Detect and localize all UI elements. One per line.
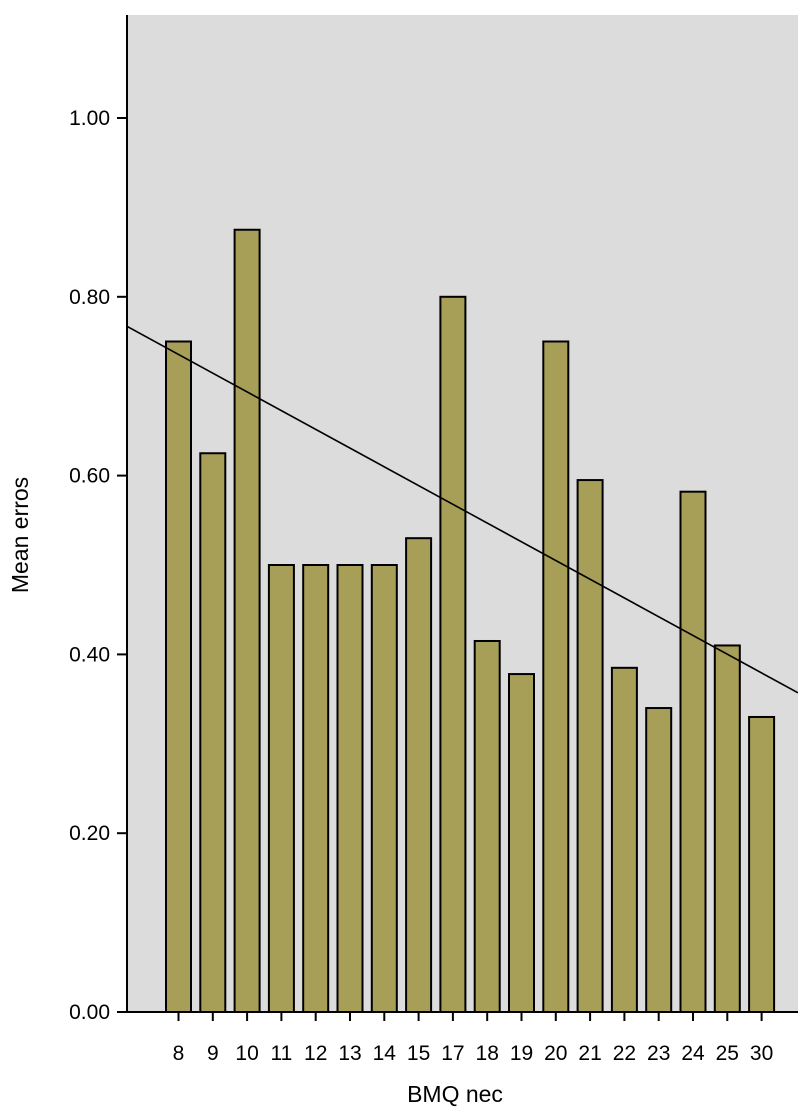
y-axis-title: Mean erros — [7, 477, 33, 593]
bar-22 — [610, 666, 638, 1013]
x-tick-label: 17 — [441, 1042, 464, 1065]
bar-13 — [336, 564, 364, 1013]
bar-11 — [267, 564, 295, 1013]
bar-19 — [508, 673, 535, 1013]
x-tick-label: 10 — [235, 1042, 258, 1065]
y-tick-label: 0.60 — [69, 465, 110, 488]
bar-14 — [370, 564, 398, 1013]
bar-17 — [439, 295, 467, 1013]
x-tick-label: 8 — [173, 1042, 185, 1065]
x-tick-label: 24 — [681, 1042, 705, 1065]
x-tick-label: 20 — [544, 1042, 567, 1065]
x-tick-label: 11 — [270, 1042, 292, 1065]
bar-20 — [542, 340, 570, 1013]
y-tick-label: 1.00 — [69, 107, 110, 130]
y-tick-label: 0.00 — [69, 1001, 110, 1024]
x-tick-label: 14 — [373, 1042, 397, 1065]
bar-15 — [405, 537, 433, 1013]
bar-30 — [748, 715, 776, 1013]
x-tick-label: 23 — [647, 1042, 670, 1065]
bar-23 — [645, 707, 673, 1013]
bar-12 — [302, 564, 330, 1013]
y-tick-label: 0.80 — [69, 286, 110, 309]
bar-25 — [713, 644, 741, 1014]
bars — [165, 228, 776, 1014]
bar-10 — [233, 228, 261, 1013]
x-tick-label: 25 — [716, 1042, 739, 1065]
y-axis-ticks: 0.00 0.20 0.40 0.60 0.80 1.00 — [69, 107, 127, 1024]
x-axis-ticks: 8 9 10 11 12 13 14 15 17 18 19 20 21 22 23 24 25 30 — [173, 1012, 773, 1065]
x-axis-title: BMQ nec — [407, 1081, 503, 1107]
y-tick-label: 0.20 — [69, 822, 110, 845]
x-tick-label: 18 — [476, 1042, 499, 1065]
x-tick-label: 22 — [613, 1042, 636, 1065]
bar-21 — [576, 479, 604, 1013]
bar-24 — [679, 490, 707, 1013]
y-tick-label: 0.40 — [69, 643, 110, 666]
x-tick-label: 21 — [578, 1042, 601, 1065]
x-tick-label: 30 — [750, 1042, 773, 1065]
x-tick-label: 15 — [407, 1042, 430, 1065]
trend-line — [126, 325, 798, 694]
x-tick-label: 9 — [207, 1042, 219, 1065]
bar-9 — [199, 452, 227, 1013]
x-tick-label: 13 — [338, 1042, 361, 1065]
x-tick-label: 19 — [510, 1042, 533, 1065]
bar-8 — [165, 340, 192, 1013]
bar-18 — [473, 639, 501, 1013]
x-tick-label: 12 — [304, 1042, 327, 1065]
